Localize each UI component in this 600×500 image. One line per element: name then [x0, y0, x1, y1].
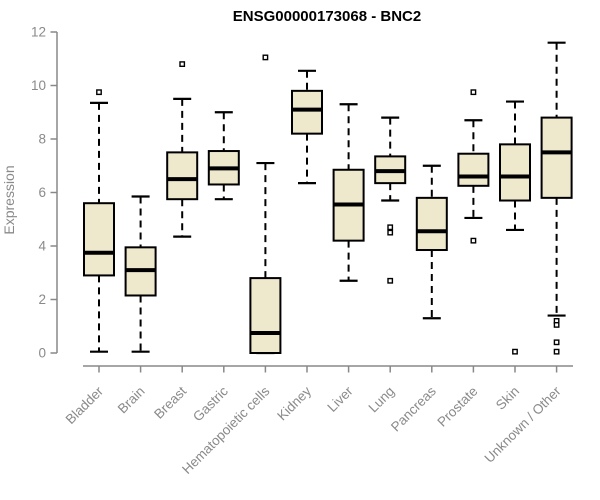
y-tick-label: 4: [38, 239, 46, 254]
y-axis-label: Expression: [1, 165, 17, 234]
x-tick-label-unknown-other: Unknown / Other: [481, 383, 564, 466]
boxplot-lung: [374, 116, 407, 284]
outlier-point: [553, 322, 560, 328]
y-tick-label: 12: [31, 25, 46, 40]
iqr-box: [291, 89, 323, 135]
y-tick-label: 8: [38, 132, 46, 147]
outlier-point: [387, 277, 394, 284]
x-tick-label-kidney: Kidney: [274, 383, 314, 423]
outlier-point: [387, 229, 394, 236]
y-tick-label: 6: [38, 185, 46, 200]
outlier-point: [553, 348, 560, 355]
x-tick-label-brain: Brain: [115, 384, 148, 417]
boxplot-pancreas: [415, 164, 448, 320]
outlier-point: [512, 348, 518, 355]
iqr-box: [499, 143, 531, 202]
outlier-point: [470, 89, 477, 96]
x-tick-label-skin: Skin: [493, 384, 522, 413]
x-tick-label-bladder: Bladder: [63, 383, 107, 427]
boxplot-prostate: [457, 89, 490, 244]
x-tick-label-prostate: Prostate: [434, 384, 480, 430]
boxplot-gastric: [207, 111, 240, 201]
x-tick-label-breast: Breast: [151, 383, 189, 421]
x-tick-label-liver: Liver: [324, 383, 356, 415]
iqr-box: [540, 116, 573, 199]
x-tick-label-gastric: Gastric: [190, 383, 231, 424]
y-tick-label: 0: [38, 346, 46, 361]
iqr-box: [415, 196, 448, 252]
boxplot-hematopoietic-cells: [249, 54, 282, 355]
x-tick-label-pancreas: Pancreas: [388, 383, 439, 434]
y-tick-label: 2: [38, 292, 46, 307]
x-tick-label-lung: Lung: [365, 384, 397, 416]
boxplot-kidney: [291, 69, 323, 185]
boxplot-liver: [332, 103, 365, 282]
iqr-box: [83, 202, 115, 277]
outlier-point: [470, 237, 477, 244]
boxplot-series: [83, 41, 573, 355]
iqr-box: [166, 151, 199, 201]
iqr-box: [249, 277, 282, 355]
outlier-point: [262, 54, 269, 61]
outlier-point: [553, 339, 560, 346]
outlier-point: [387, 224, 394, 231]
boxplot-unknown-other: [540, 41, 573, 355]
chart-title: ENSG00000173068 - BNC2: [233, 8, 421, 25]
boxplot-bladder: [83, 89, 115, 353]
boxplot-brain: [124, 195, 157, 353]
boxplot-breast: [166, 61, 199, 238]
outlier-point: [179, 61, 186, 68]
iqr-box: [457, 152, 490, 187]
y-tick-label: 10: [31, 78, 46, 93]
outlier-point: [96, 89, 102, 96]
boxplot-skin: [499, 100, 531, 355]
